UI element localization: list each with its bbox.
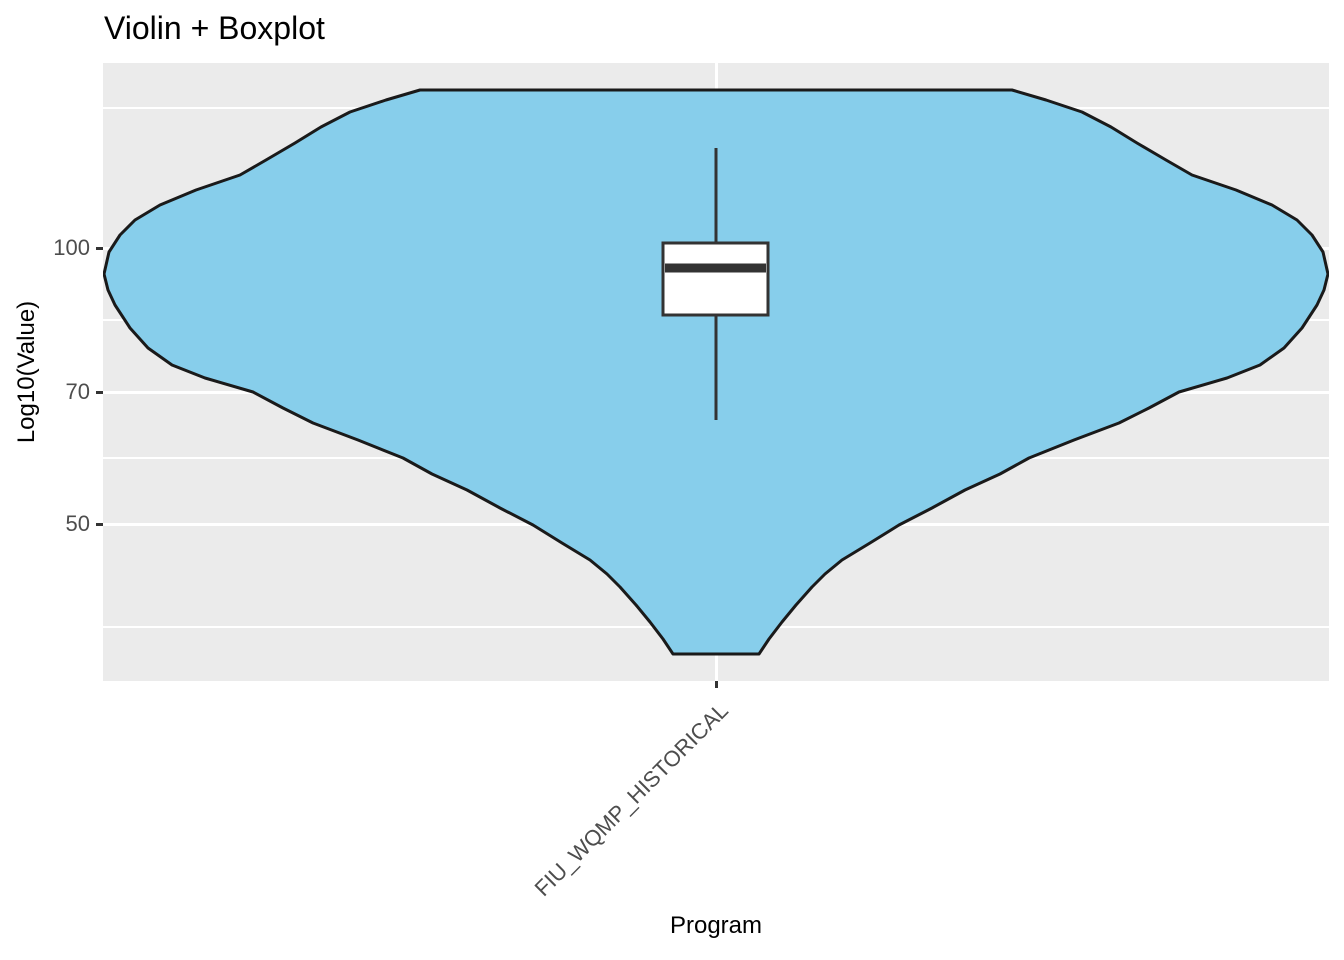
y-tick-label: 70 bbox=[65, 379, 90, 404]
box bbox=[661, 241, 770, 317]
y-tick-label: 50 bbox=[65, 511, 90, 536]
x-axis-title: Program bbox=[669, 912, 763, 939]
y-tick-mark bbox=[96, 246, 103, 250]
y-tick-mark bbox=[96, 522, 103, 526]
plot-title: Violin + Boxplot bbox=[104, 10, 325, 46]
y-tick-mark bbox=[96, 390, 103, 394]
plot-panel bbox=[103, 63, 1329, 681]
x-tick-mark bbox=[714, 681, 718, 688]
x-tick-label: FIU_WQMP_HISTORICAL bbox=[529, 697, 733, 902]
y-tick-label: 100 bbox=[53, 235, 90, 260]
violin-and-box-geoms bbox=[103, 88, 1329, 656]
y-axis-title: Log10(Value) bbox=[13, 300, 40, 444]
